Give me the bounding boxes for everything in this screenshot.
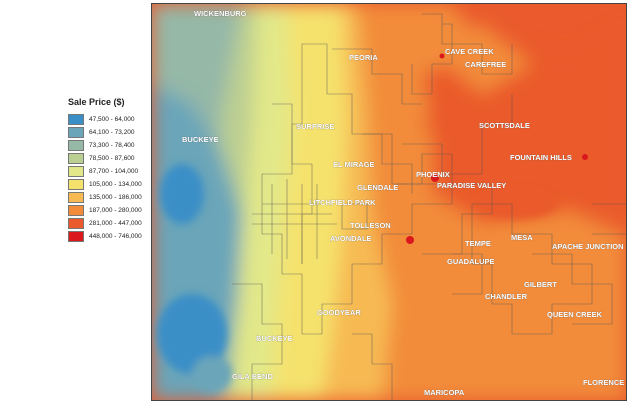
city-label-scottsdale: SCOTTSDALE	[479, 121, 530, 130]
city-label-chandler: CHANDLER	[485, 292, 528, 301]
legend-range-label: 47,500 - 64,000	[89, 116, 135, 123]
legend-swatch	[68, 127, 84, 138]
legend-range-label: 87,700 - 104,000	[89, 168, 139, 175]
legend-swatch	[68, 192, 84, 203]
city-label-gilbert: GILBERT	[524, 280, 557, 289]
legend-title: Sale Price ($)	[68, 97, 125, 107]
city-label-goodyear: GOODYEAR	[317, 308, 361, 317]
city-label-tolleson: TOLLESON	[350, 221, 391, 230]
city-label-glendale: GLENDALE	[357, 183, 398, 192]
legend-range-label: 105,000 - 134,000	[89, 181, 142, 188]
legend-range-label: 78,500 - 87,600	[89, 155, 135, 162]
map-legend: Sale Price ($) 47,500 - 64,000 64,100 - 7…	[68, 97, 148, 243]
hot-spot-cave-creek	[439, 53, 445, 59]
legend-item: 64,100 - 73,200	[68, 126, 148, 139]
city-label-buckeye-south: BUCKEYE	[256, 334, 293, 343]
city-label-buckeye-north: BUCKEYE	[182, 135, 219, 144]
legend-range-label: 135,000 - 186,000	[89, 194, 142, 201]
legend-swatch	[68, 231, 84, 242]
city-label-guadalupe: GUADALUPE	[447, 257, 495, 266]
legend-range-label: 64,100 - 73,200	[89, 129, 135, 136]
low-price-spot-buckeye	[160, 164, 204, 224]
legend-swatch	[68, 114, 84, 125]
legend-item: 448,000 - 746,000	[68, 230, 148, 243]
legend-items: 47,500 - 64,000 64,100 - 73,200 73,300 - 7…	[68, 113, 148, 243]
map-canvas: WICKENBURG PEORIA CAVE CREEK CAREFREE BU…	[152, 4, 626, 400]
municipal-boundaries	[232, 13, 626, 400]
hot-spot-phoenix	[431, 174, 439, 182]
legend-range-label: 73,300 - 78,400	[89, 142, 135, 149]
city-label-avondale: AVONDALE	[330, 234, 372, 243]
legend-range-label: 448,000 - 746,000	[89, 233, 142, 240]
city-label-paradise-valley: PARADISE VALLEY	[437, 181, 506, 190]
legend-swatch	[68, 205, 84, 216]
legend-item: 281,000 - 447,000	[68, 217, 148, 230]
legend-swatch	[68, 140, 84, 151]
low-price-spot-south	[157, 294, 227, 374]
price-spots	[157, 164, 557, 392]
legend-range-label: 281,000 - 447,000	[89, 220, 142, 227]
city-label-wickenburg: WICKENBURG	[194, 9, 247, 18]
legend-swatch	[68, 153, 84, 164]
legend-item: 78,500 - 87,600	[68, 152, 148, 165]
low-price-spot-gila	[192, 356, 232, 392]
legend-item: 73,300 - 78,400	[68, 139, 148, 152]
city-labels: WICKENBURG PEORIA CAVE CREEK CAREFREE BU…	[182, 9, 625, 397]
city-label-queen-creek: QUEEN CREEK	[547, 310, 603, 319]
city-label-gila-bend: GILA BEND	[232, 372, 274, 381]
city-label-fountain-hills: FOUNTAIN HILLS	[510, 153, 572, 162]
hot-spot-tempe	[406, 236, 414, 244]
legend-item: 87,700 - 104,000	[68, 165, 148, 178]
legend-item: 187,000 - 280,000	[68, 204, 148, 217]
city-label-mesa: MESA	[511, 233, 533, 242]
city-label-florence: FLORENCE	[583, 378, 624, 387]
city-label-maricopa: MARICOPA	[424, 388, 465, 397]
city-label-apache-junction: APACHE JUNCTION	[552, 242, 624, 251]
city-label-carefree: CAREFREE	[465, 60, 506, 69]
city-label-tempe: TEMPE	[465, 239, 491, 248]
legend-range-label: 187,000 - 280,000	[89, 207, 142, 214]
legend-item: 135,000 - 186,000	[68, 191, 148, 204]
city-label-litchfield-park: LITCHFIELD PARK	[309, 198, 376, 207]
price-heat-map: WICKENBURG PEORIA CAVE CREEK CAREFREE BU…	[151, 3, 627, 401]
city-label-phoenix: PHOENIX	[416, 170, 450, 179]
legend-swatch	[68, 218, 84, 229]
price-zone-north-orange	[422, 24, 532, 94]
city-label-cave-creek: CAVE CREEK	[445, 47, 494, 56]
legend-swatch	[68, 166, 84, 177]
high-price-spot-tempe	[477, 189, 557, 219]
hot-spot-fountain-hills	[582, 154, 588, 160]
city-label-peoria: PEORIA	[349, 53, 378, 62]
legend-swatch	[68, 179, 84, 190]
city-label-surprise: SURPRISE	[296, 122, 334, 131]
legend-item: 105,000 - 134,000	[68, 178, 148, 191]
city-label-el-mirage: EL MIRAGE	[333, 160, 375, 169]
legend-item: 47,500 - 64,000	[68, 113, 148, 126]
